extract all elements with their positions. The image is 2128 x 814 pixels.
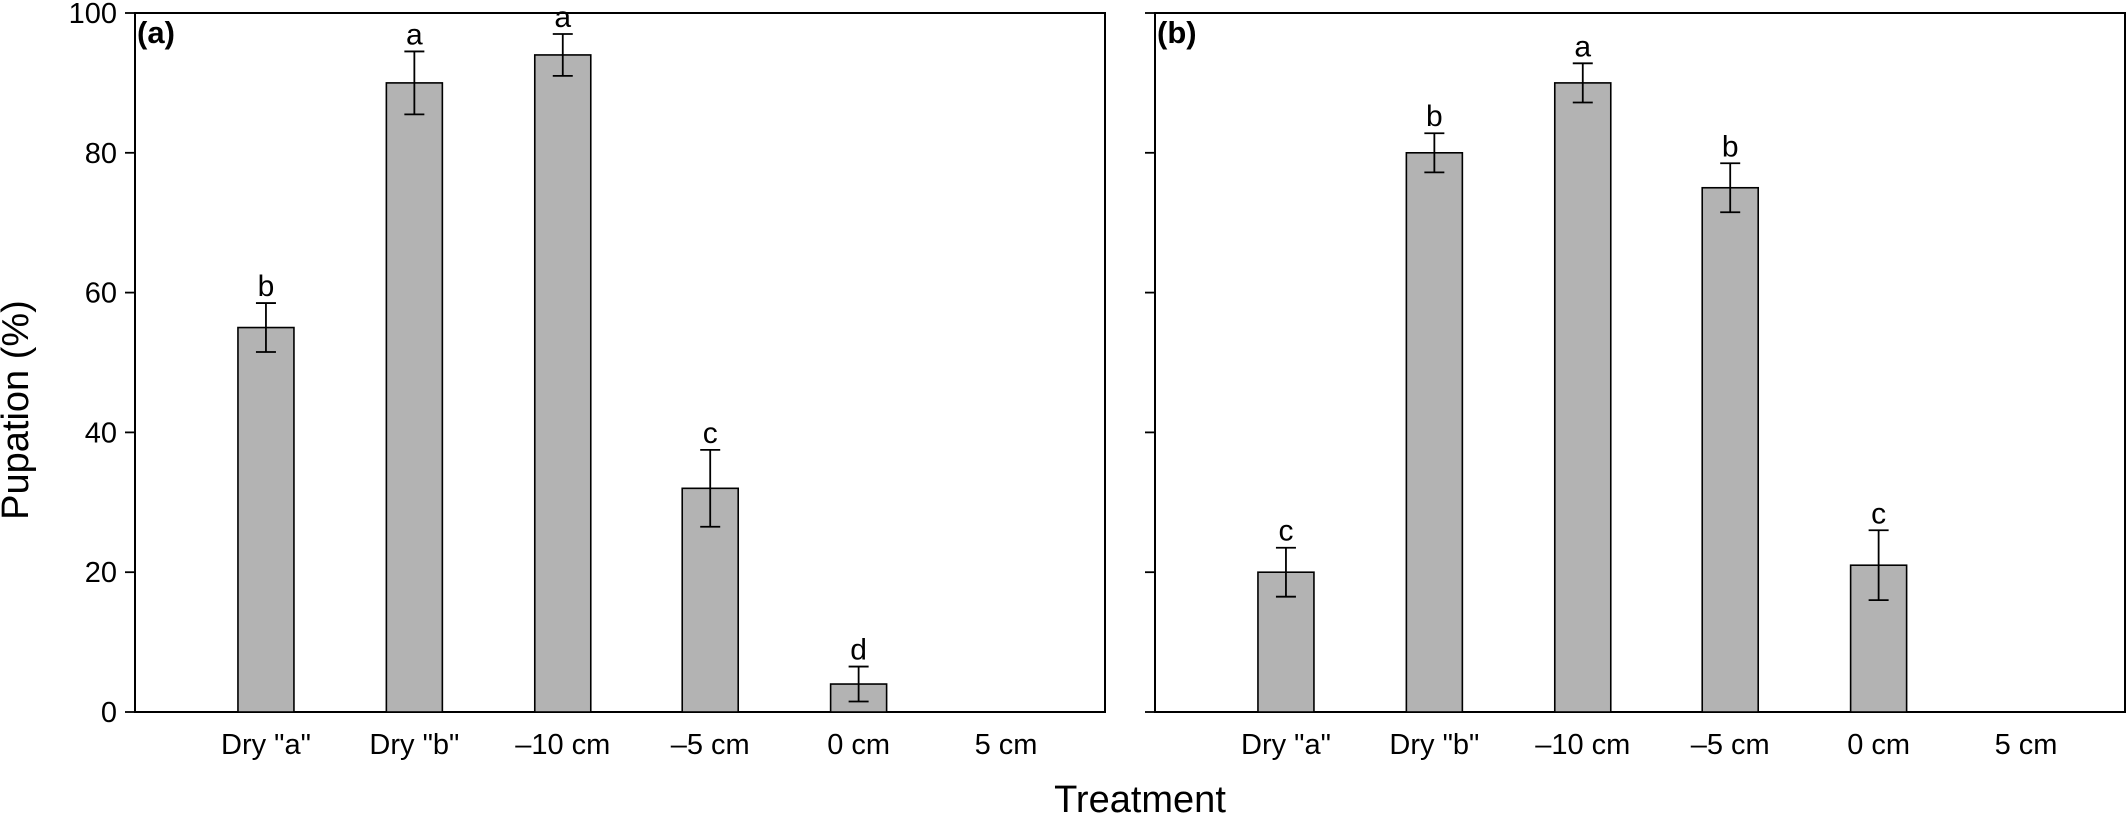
y-tick-label: 60 bbox=[85, 278, 117, 310]
x-tick-label: –10 cm bbox=[1535, 729, 1630, 761]
significance-letter: c bbox=[1871, 497, 1886, 530]
x-tick-label: 5 cm bbox=[975, 729, 1038, 761]
x-tick-label: 5 cm bbox=[1995, 729, 2058, 761]
significance-letter: b bbox=[258, 270, 275, 303]
significance-letter: b bbox=[1426, 100, 1443, 133]
x-axis-title: Treatment bbox=[1054, 779, 1226, 814]
plot-frame-b bbox=[1154, 12, 2126, 713]
significance-letter: a bbox=[554, 1, 571, 34]
x-tick-label: Dry "a" bbox=[221, 729, 311, 761]
y-tick-label: 40 bbox=[85, 417, 117, 449]
x-tick-label: Dry "b" bbox=[369, 729, 459, 761]
x-tick-label: 0 cm bbox=[1847, 729, 1910, 761]
y-axis-title: Pupation (%) bbox=[0, 300, 37, 520]
bar-b-2 bbox=[1553, 82, 1612, 713]
significance-letter: c bbox=[703, 417, 718, 450]
bar-a-2 bbox=[533, 54, 592, 713]
bar-a-0 bbox=[237, 326, 295, 713]
bar-b-1 bbox=[1405, 152, 1464, 713]
bar-a-1 bbox=[385, 82, 444, 713]
x-tick-label: –5 cm bbox=[671, 729, 750, 761]
significance-letter: a bbox=[1574, 30, 1591, 63]
y-tick-label: 0 bbox=[101, 697, 117, 729]
significance-letter: a bbox=[406, 18, 423, 51]
bar-b-3 bbox=[1701, 186, 1760, 713]
panel-label-a: (a) bbox=[137, 15, 175, 50]
y-tick-label: 80 bbox=[85, 138, 117, 170]
y-tick-label: 100 bbox=[69, 0, 117, 30]
x-tick-label: Dry "a" bbox=[1241, 729, 1331, 761]
x-tick-label: Dry "b" bbox=[1389, 729, 1479, 761]
panel-b: c Dry "a" b Dry "b" a –10 cm b –5 cm c 0 cm 5 cm (b… bbox=[1145, 12, 2126, 761]
panel-a: 0 20 40 60 80 100 b Dry "a" a Dry "b" a –10 cm c –5 c… bbox=[69, 0, 1106, 761]
significance-letter: b bbox=[1722, 130, 1739, 163]
x-tick-label: 0 cm bbox=[827, 729, 890, 761]
plot-frame-a bbox=[134, 12, 1106, 713]
y-tick-label: 20 bbox=[85, 557, 117, 589]
x-tick-label: –5 cm bbox=[1691, 729, 1770, 761]
significance-letter: d bbox=[850, 634, 867, 667]
significance-letter: c bbox=[1278, 515, 1293, 548]
panel-label-b: (b) bbox=[1157, 15, 1197, 50]
x-tick-label: –10 cm bbox=[515, 729, 610, 761]
